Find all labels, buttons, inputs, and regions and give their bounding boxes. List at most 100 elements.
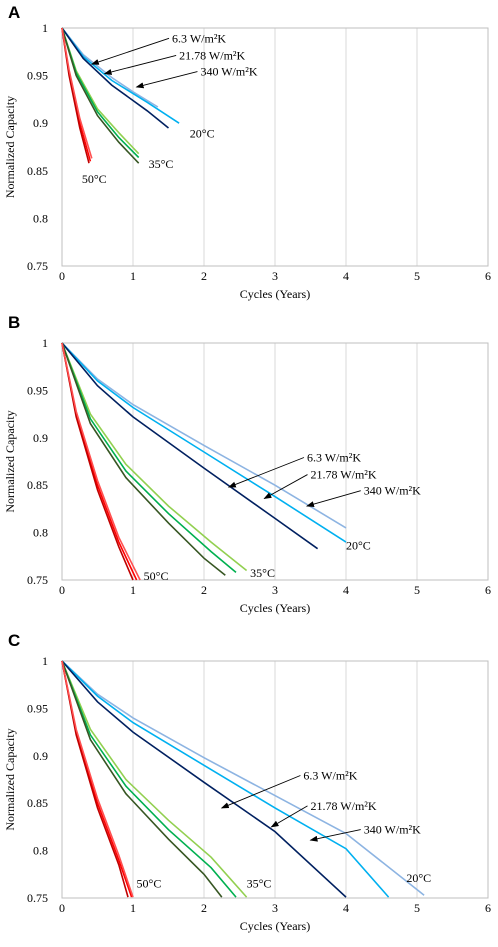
x-tick-label: 5: [414, 901, 420, 915]
series-line: [61, 342, 347, 543]
x-tick-label: 4: [343, 583, 349, 597]
y-tick-label: 0.85: [27, 478, 48, 492]
plot-frame: [61, 660, 489, 899]
annotation-arrow: [220, 775, 301, 809]
x-tick-label: 3: [272, 583, 278, 597]
annotation-arrow: [309, 829, 361, 842]
x-tick-label: 5: [414, 269, 420, 283]
annotation-label: 50°C: [82, 172, 107, 186]
y-tick-label: 0.75: [27, 573, 48, 587]
x-tick-label: 1: [130, 901, 136, 915]
annotation-arrow: [135, 71, 198, 89]
y-tick-label: 0.9: [33, 431, 48, 445]
annotation-label: 20°C: [346, 539, 371, 553]
y-axis-title: Normalized Capacity: [3, 728, 17, 830]
series-line: [61, 342, 319, 550]
series-line: [61, 660, 248, 898]
x-tick-label: 1: [130, 269, 136, 283]
chart-panel-b: B 0 1 2 3 4 5 6 0.75 0.8 0.85 0.9 0.95 1 Cycles (Years…: [3, 313, 491, 615]
series-line: [61, 342, 237, 574]
series-line: [61, 27, 170, 129]
panel-letter: C: [8, 631, 20, 650]
y-tick-label: 0.8: [33, 211, 48, 225]
annotation-label: 50°C: [144, 569, 169, 583]
series-line: [61, 342, 347, 529]
annotation-arrow: [227, 457, 305, 488]
annotation-arrow: [263, 474, 308, 499]
y-axis-title: Normalized Capacity: [3, 96, 17, 198]
x-tick-label: 6: [485, 901, 491, 915]
y-tick-label: 0.85: [27, 164, 48, 178]
series-line: [61, 660, 129, 898]
y-tick-label: 1: [42, 336, 48, 350]
y-tick-label: 1: [42, 21, 48, 35]
x-tick-label: 6: [485, 269, 491, 283]
series-line: [61, 342, 226, 576]
y-tick-label: 0.95: [27, 69, 48, 83]
panel-letter: A: [8, 3, 20, 22]
series-line: [61, 342, 141, 581]
x-tick-label: 0: [59, 583, 65, 597]
annotation-arrow: [103, 54, 177, 75]
y-tick-label: 0.95: [27, 383, 48, 397]
series-line: [61, 660, 223, 898]
series-line: [61, 660, 390, 898]
series-line: [61, 342, 138, 581]
series-line: [61, 27, 159, 108]
annotation-label: 20°C: [406, 871, 431, 885]
annotation-label: 21.78 W/m²K: [311, 468, 377, 482]
x-tick-label: 4: [343, 269, 349, 283]
annotation-label: 20°C: [190, 126, 215, 140]
y-tick-label: 0.8: [33, 844, 48, 858]
y-tick-label: 0.9: [33, 116, 48, 130]
annotation-label: 35°C: [250, 566, 275, 580]
x-axis-title: Cycles (Years): [240, 287, 310, 301]
x-tick-label: 6: [485, 583, 491, 597]
y-tick-label: 0.95: [27, 701, 48, 715]
x-tick-label: 3: [272, 901, 278, 915]
series-line: [61, 342, 248, 572]
annotation-label: 35°C: [247, 877, 272, 891]
y-tick-label: 0.75: [27, 891, 48, 905]
annotation-label: 6.3 W/m²K: [172, 31, 226, 45]
series-line: [61, 660, 237, 898]
annotation-arrow: [90, 37, 170, 65]
annotation-arrow: [305, 490, 361, 508]
annotation-label: 21.78 W/m²K: [311, 799, 377, 813]
y-tick-label: 0.9: [33, 749, 48, 763]
chart-panel-c: C 0 1 2 3 4 5 6 0.75 0.8 0.85 0.9 0.95 1 Cycles (Years…: [3, 631, 491, 933]
annotation-label: 21.78 W/m²K: [179, 48, 245, 62]
x-axis-title: Cycles (Years): [240, 919, 310, 933]
annotation-label: 340 W/m²K: [364, 823, 421, 837]
plot-frame: [61, 342, 489, 581]
annotation-label: 340 W/m²K: [364, 484, 421, 498]
x-tick-label: 5: [414, 583, 420, 597]
series-line: [61, 660, 134, 898]
x-tick-label: 3: [272, 269, 278, 283]
x-tick-label: 2: [201, 583, 207, 597]
y-tick-label: 0.85: [27, 796, 48, 810]
x-tick-label: 4: [343, 901, 349, 915]
series-line: [61, 660, 347, 898]
x-tick-label: 2: [201, 901, 207, 915]
annotation-label: 50°C: [137, 877, 162, 891]
x-axis-title: Cycles (Years): [240, 601, 310, 615]
annotation-label: 6.3 W/m²K: [307, 451, 361, 465]
annotation-label: 340 W/m²K: [200, 65, 257, 79]
series-line: [61, 27, 93, 159]
y-axis-title: Normalized Capacity: [3, 410, 17, 512]
y-tick-label: 0.8: [33, 526, 48, 540]
y-tick-label: 1: [42, 654, 48, 668]
y-tick-label: 0.75: [27, 259, 48, 273]
x-tick-label: 2: [201, 269, 207, 283]
x-tick-label: 0: [59, 269, 65, 283]
annotation-arrow: [270, 805, 308, 828]
panel-letter: B: [8, 313, 20, 332]
annotation-label: 35°C: [149, 157, 174, 171]
chart-panel-a: A 0 1 2 3 4 5 6 0.75 0.8 0.85 0.9 0.95 1 Cycles (Years…: [3, 3, 491, 301]
series-line: [61, 27, 140, 164]
annotation-label: 6.3 W/m²K: [303, 769, 357, 783]
x-tick-label: 0: [59, 901, 65, 915]
plot-frame: [61, 27, 489, 267]
